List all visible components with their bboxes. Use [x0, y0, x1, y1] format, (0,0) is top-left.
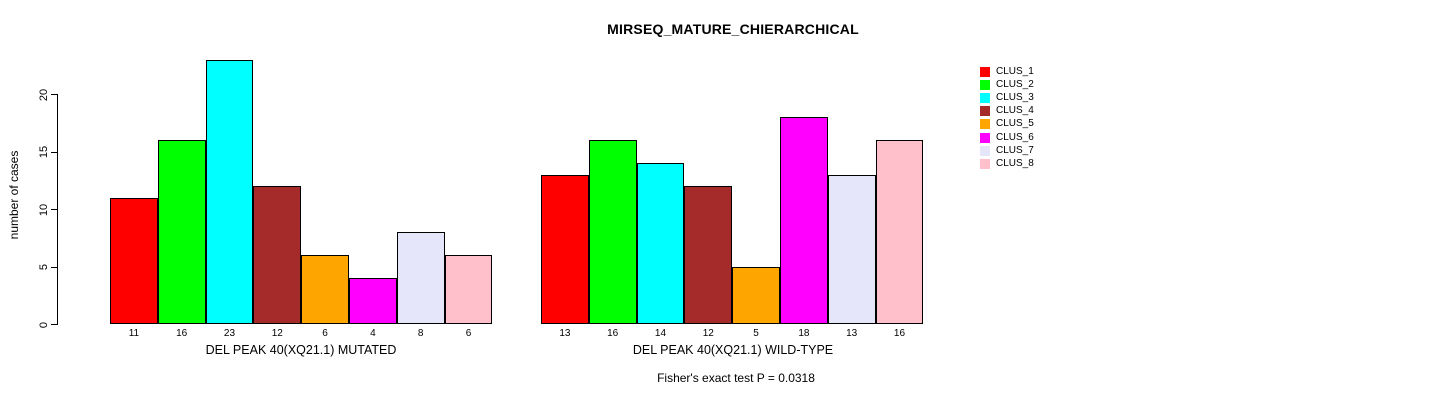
legend-swatch-clus_4	[980, 106, 990, 117]
y-tick	[51, 266, 57, 268]
bar-clus_1	[110, 197, 158, 324]
bar-clus_2	[588, 140, 637, 324]
bar-value-label: 6	[322, 328, 328, 339]
legend-swatch-clus_6	[980, 132, 990, 143]
bar-clus_7	[396, 232, 445, 324]
x-axis-label-mutated: DEL PEAK 40(XQ21.1) MUTATED	[205, 343, 397, 357]
legend-label: CLUS_1	[996, 65, 1034, 77]
legend-swatch-clus_5	[980, 119, 990, 130]
bar-value-label: 13	[846, 328, 858, 339]
bar-value-label: 16	[893, 328, 906, 339]
bar-value-label: 6	[465, 328, 472, 339]
bar-clus_1	[541, 174, 589, 324]
bar-clus_7	[827, 174, 876, 324]
legend-label: CLUS_8	[996, 157, 1034, 169]
legend-swatch-clus_7	[980, 145, 990, 156]
legend-swatch-clus_2	[980, 79, 990, 90]
bar-value-label: 5	[753, 328, 759, 339]
legend-swatch-clus_8	[980, 158, 990, 169]
legend-row: CLUS_2	[980, 78, 1034, 91]
legend-label: CLUS_3	[996, 91, 1034, 103]
y-tick	[51, 94, 57, 96]
legend-label: CLUS_2	[996, 78, 1034, 90]
bar-value-label: 12	[702, 328, 714, 339]
bar-clus_8	[444, 255, 493, 324]
bar-clus_3	[636, 163, 685, 324]
y-tick	[51, 324, 57, 326]
chart-title: MIRSEQ_MATURE_CHIERARCHICAL	[607, 21, 859, 37]
y-tick	[51, 209, 57, 211]
legend-label: CLUS_7	[996, 144, 1034, 156]
bar-clus_2	[157, 140, 206, 324]
bar-value-label: 11	[128, 328, 140, 339]
legend-row: CLUS_1	[980, 65, 1034, 78]
legend-row: CLUS_7	[980, 144, 1034, 157]
y-tick	[51, 151, 57, 153]
legend-row: CLUS_8	[980, 157, 1034, 170]
legend-label: CLUS_5	[996, 118, 1034, 130]
bar-value-label: 23	[223, 328, 236, 339]
bar-clus_6	[780, 117, 828, 324]
legend-row: CLUS_4	[980, 105, 1034, 118]
legend-label: CLUS_4	[996, 105, 1034, 117]
bar-value-label: 18	[798, 328, 810, 339]
bar-clus_5	[732, 266, 780, 324]
legend: CLUS_1 CLUS_2 CLUS_3 CLUS_4 CLUS_5 CLUS_6 CLUS…	[980, 65, 1034, 171]
bar-clus_5	[301, 255, 349, 324]
bar-value-label: 12	[271, 328, 283, 339]
bar-clus_6	[349, 278, 397, 324]
y-tick-label: 20	[38, 88, 50, 101]
bar-value-label: 16	[607, 328, 619, 339]
y-axis-label: number of cases	[7, 150, 21, 240]
bar-value-label: 14	[654, 328, 667, 339]
bar-clus_4	[253, 186, 302, 324]
legend-row: CLUS_3	[980, 91, 1034, 104]
y-axis-line	[57, 94, 59, 326]
legend-swatch-clus_3	[980, 92, 990, 103]
y-tick-label: 10	[38, 203, 50, 216]
fisher-test-annotation: Fisher's exact test P = 0.0318	[657, 371, 815, 385]
bar-clus_8	[875, 140, 924, 324]
y-tick-label: 15	[38, 146, 50, 159]
legend-row: CLUS_6	[980, 131, 1034, 144]
bar-value-label: 8	[417, 328, 424, 339]
legend-swatch-clus_1	[980, 66, 990, 77]
bar-value-label: 4	[370, 328, 376, 339]
y-tick-label: 5	[38, 264, 50, 271]
bar-value-label: 16	[176, 328, 188, 339]
bar-clus_3	[205, 59, 254, 324]
bar-clus_4	[684, 186, 733, 324]
x-axis-label-wildtype: DEL PEAK 40(XQ21.1) WILD-TYPE	[632, 343, 834, 357]
legend-row: CLUS_5	[980, 118, 1034, 131]
bar-value-label: 13	[559, 328, 571, 339]
legend-label: CLUS_6	[996, 131, 1034, 143]
y-tick-label: 0	[38, 321, 50, 328]
